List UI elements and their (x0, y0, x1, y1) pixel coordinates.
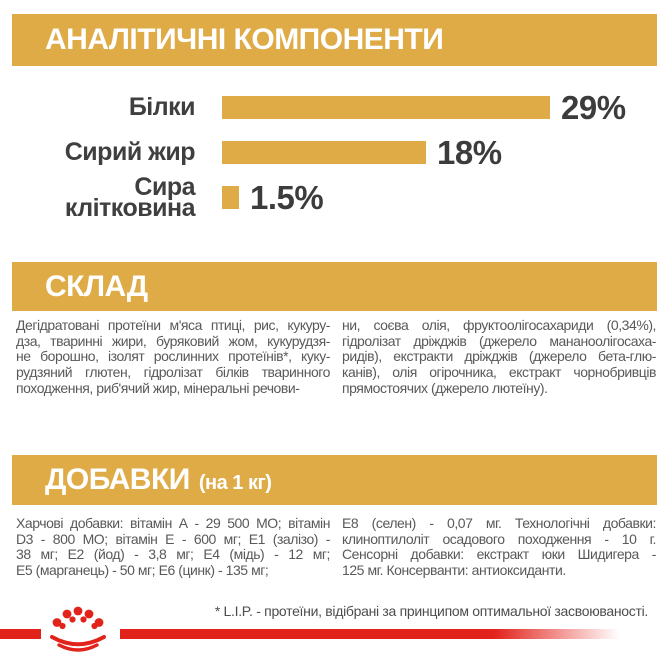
chart-value-label: 29% (561, 88, 626, 126)
chart-row: Сира клітковина 1.5% (0, 172, 668, 222)
text-line: гідролізат дріжджів (джерело мананооліго… (342, 332, 656, 349)
additives-title: ДОБАВКИ (на 1 кг) (45, 463, 272, 497)
chart-row: Сирий жир 18% (0, 130, 668, 175)
text-line: Е5 (марганець) - 50 мг; Е6 (цинк) - 135 … (16, 562, 269, 579)
composition-header: СКЛАД (12, 262, 657, 311)
additives-column-right: Е8 (селен) - 0,07 мг. Технологічні добав… (342, 515, 656, 579)
composition-column-right: ни, соєва олія, фруктоолігосахариди (0,3… (342, 317, 656, 397)
chart-bar (222, 186, 239, 209)
additives-title-unit: (на 1 кг) (198, 472, 272, 494)
analytical-components-header: АНАЛІТИЧНІ КОМПОНЕНТИ (12, 14, 657, 66)
composition-title: СКЛАД (45, 269, 148, 303)
text-line: Дегідратовані протеїни м'яса птиці, рис,… (16, 317, 330, 333)
text-line: клиноптилоліт осадового походження - 10 … (342, 530, 656, 547)
chart-category-label: Білки (128, 93, 196, 121)
chart-value-label: 1.5% (250, 178, 324, 216)
royal-canin-crown-logo (50, 606, 106, 652)
text-line: рудзяний глютен, гідролізат білків твари… (16, 364, 330, 381)
text-line: Харчові добавки: вітамін А - 29 500 МО; … (16, 515, 330, 531)
additives-column-left: Харчові добавки: вітамін А - 29 500 МО; … (16, 515, 330, 579)
chart-bar (222, 96, 550, 119)
nutrient-bar-chart: Білки 29% Сирий жир 18% Сира клітковина 1.5% (0, 85, 668, 225)
text-line: ридів), екстракти дріжджів (джерело бета… (342, 348, 656, 365)
chart-bar (222, 141, 426, 164)
brand-line-left (0, 629, 41, 639)
additives-text: Харчові добавки: вітамін А - 29 500 МО; … (16, 515, 656, 579)
additives-title-main: ДОБАВКИ (45, 463, 190, 496)
text-line: прямостоячих (джерело лютеїну). (342, 379, 548, 396)
chart-value-label: 18% (437, 133, 502, 171)
composition-column-left: Дегідратовані протеїни м'яса птиці, рис,… (16, 317, 330, 397)
text-line: канів), олія огірочника, екстракт чорноб… (342, 364, 656, 381)
brand-line-right (120, 629, 640, 639)
chart-category-label: Сира клітковина (64, 172, 196, 222)
text-line: 38 мг; Е2 (йод) - 3,8 мг; Е4 (мідь) - 12… (16, 546, 330, 563)
text-line: 125 мг. Консерванти: антиоксиданти. (342, 562, 566, 579)
text-line: дза, тваринні жири, буряковий жом, кукур… (16, 332, 330, 349)
chart-row: Білки 29% (0, 85, 668, 130)
text-line: ни, соєва олія, фруктоолігосахариди (0,3… (342, 317, 656, 333)
text-line: Е8 (селен) - 0,07 мг. Технологічні добав… (342, 515, 656, 531)
text-line: не борошно, ізолят рослинних протеїнів*,… (16, 348, 330, 365)
additives-header: ДОБАВКИ (на 1 кг) (12, 455, 657, 505)
chart-category-label: Сирий жир (64, 138, 196, 166)
text-line: походження, риб'ячий жир, мінеральні реч… (16, 379, 300, 396)
text-line: D3 - 800 МО; вітамін Е - 600 мг; Е1 (зал… (16, 530, 330, 547)
text-line: Сенсорні добавки: екстракт юки Шидигера … (342, 546, 656, 563)
composition-text: Дегідратовані протеїни м'яса птиці, рис,… (16, 317, 656, 397)
lip-footnote: * L.I.P. - протеїни, відібрані за принци… (214, 603, 648, 619)
analytical-components-title: АНАЛІТИЧНІ КОМПОНЕНТИ (45, 23, 444, 56)
